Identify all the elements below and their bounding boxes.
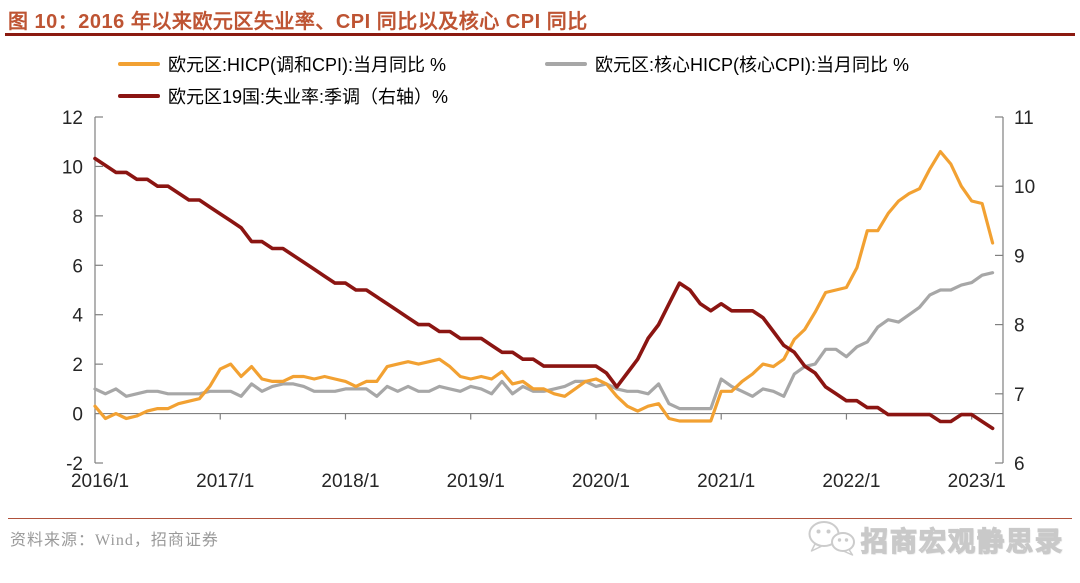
data-source-note: 资料来源：Wind，招商证券 bbox=[10, 532, 219, 549]
title-divider bbox=[5, 33, 1075, 36]
left-axis-tick-label: 2 bbox=[72, 355, 83, 376]
figure-title: 图 10：2016 年以来欧元区失业率、CPI 同比以及核心 CPI 同比 bbox=[8, 11, 588, 33]
series-line-hicp bbox=[93, 150, 995, 423]
left-axis-tick-label: 6 bbox=[72, 256, 83, 277]
left-axis-tick-label: 4 bbox=[72, 306, 83, 327]
x-axis-tick-label: 2020/1 bbox=[572, 471, 630, 492]
left-axis-tick-label: -2 bbox=[66, 454, 83, 475]
x-axis-tick-label: 2017/1 bbox=[196, 471, 254, 492]
left-axis-tick-label: 10 bbox=[62, 157, 83, 178]
left-axis-tick-label: 12 bbox=[62, 108, 83, 129]
x-axis-tick-label: 2019/1 bbox=[447, 471, 505, 492]
wechat-icon bbox=[808, 521, 855, 556]
right-axis-tick-label: 10 bbox=[1014, 177, 1035, 198]
x-axis-tick-label: 2018/1 bbox=[321, 471, 379, 492]
x-axis-tick-label: 2023/1 bbox=[948, 471, 1006, 492]
watermark: 招商宏观静思录 bbox=[805, 519, 1064, 559]
right-axis-tick-label: 9 bbox=[1014, 246, 1025, 267]
series-line-core-hicp bbox=[93, 271, 995, 411]
x-axis-tick-label: 2016/1 bbox=[71, 471, 129, 492]
watermark-text: 招商宏观静思录 bbox=[860, 526, 1064, 557]
right-axis-tick-label: 6 bbox=[1014, 454, 1025, 475]
footer-divider bbox=[8, 518, 1072, 519]
x-axis-tick-label: 2022/1 bbox=[822, 471, 880, 492]
right-axis-tick-label: 8 bbox=[1014, 316, 1025, 337]
right-axis-tick-label: 7 bbox=[1014, 385, 1025, 406]
x-axis-tick-label: 2021/1 bbox=[697, 471, 755, 492]
left-axis-tick-label: 8 bbox=[72, 207, 83, 228]
left-axis-tick-label: 0 bbox=[72, 405, 83, 426]
right-axis-tick-label: 11 bbox=[1014, 108, 1034, 129]
series-line-unemployment bbox=[93, 156, 995, 431]
